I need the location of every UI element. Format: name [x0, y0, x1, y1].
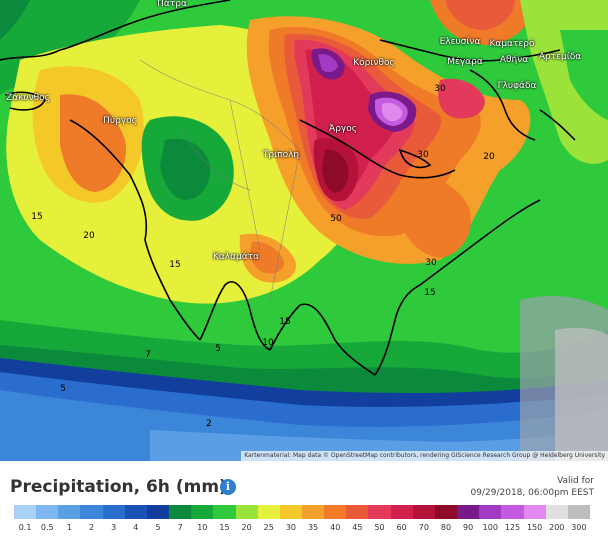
place-label[interactable]: Πύργος — [103, 116, 137, 126]
scale-swatch — [434, 505, 458, 519]
scale-label: 1 — [66, 523, 72, 532]
legend-panel: Precipitation, 6h (mm) i Valid for 09/29… — [0, 461, 608, 541]
scale-swatch — [302, 505, 325, 519]
scale-swatch — [479, 505, 502, 519]
scale-label: 90 — [463, 523, 474, 532]
scale-swatch — [36, 505, 59, 519]
place-label[interactable]: Τρίπολη — [262, 150, 300, 160]
scale-label: 3 — [111, 523, 117, 532]
scale-swatch — [501, 505, 525, 519]
scale-label: 0.5 — [40, 523, 54, 532]
scale-label: 2 — [88, 523, 95, 532]
place-label[interactable]: Αθήνα — [499, 55, 529, 65]
scale-swatch — [102, 505, 126, 519]
contour-label: 30 — [434, 84, 446, 94]
place-label[interactable]: Κόρινθος — [353, 58, 395, 68]
scale-swatch — [80, 505, 104, 519]
place-label[interactable]: Πάτρα — [157, 0, 187, 9]
scale-label: 5 — [155, 523, 161, 532]
scale-swatch — [169, 505, 192, 519]
scale-label: 15 — [219, 523, 230, 532]
scale-swatch — [412, 505, 436, 519]
place-label[interactable]: Καλαμάτα — [212, 252, 260, 262]
scale-label: 80 — [440, 523, 452, 532]
contour-label: 5 — [215, 344, 221, 354]
scale-swatch — [567, 505, 591, 519]
scale-swatch — [457, 505, 480, 519]
contour-label: 15 — [31, 212, 43, 222]
scale-label: 150 — [526, 523, 543, 532]
scale-swatch — [146, 505, 170, 519]
contour-label: 20 — [83, 231, 95, 241]
scale-swatch — [124, 505, 148, 519]
scale-label: 100 — [482, 523, 498, 532]
contour-label: 30 — [425, 258, 437, 268]
scale-label: 200 — [549, 523, 565, 532]
scale-label: 4 — [133, 523, 139, 532]
scale-label: 45 — [352, 523, 363, 532]
contour-label: 50 — [330, 214, 342, 224]
precipitation-map[interactable]: Πάτρα Ελευσίνα Καματερό Κόρινθος Μέγαρα … — [0, 0, 608, 461]
scale-swatch — [58, 505, 81, 519]
scale-swatch — [213, 505, 237, 519]
place-label[interactable]: Άργος — [328, 124, 358, 134]
scale-label: 10 — [197, 523, 208, 532]
place-label[interactable]: Ελευσίνα — [439, 37, 481, 47]
scale-label: 300 — [571, 523, 587, 532]
scale-swatch — [523, 505, 547, 519]
contour-label: 20 — [483, 152, 495, 162]
color-scale-labels: 0.1 0.5 1 2 3 4 5 7 10 15 20 25 30 35 40 45 50 60 70 80 90 10… — [14, 523, 602, 535]
valid-label: Valid for — [557, 476, 594, 486]
scale-swatch — [346, 505, 369, 519]
scale-swatch — [390, 505, 414, 519]
place-label[interactable]: Γλυφάδα — [497, 81, 537, 91]
legend-title: Precipitation, 6h (mm) — [10, 477, 227, 497]
scale-label: 35 — [307, 523, 319, 532]
contour-label: 15 — [424, 288, 436, 298]
contour-label: 7 — [145, 350, 151, 360]
place-label[interactable]: Μέγαρα — [447, 57, 483, 67]
contour-label: 30 — [417, 150, 429, 160]
scale-swatch — [257, 505, 281, 519]
scale-label: 125 — [504, 523, 521, 532]
scale-label: 70 — [418, 523, 429, 532]
scale-label: 50 — [374, 523, 385, 532]
scale-label: 7 — [177, 523, 183, 532]
scale-label: 40 — [330, 523, 341, 532]
scale-swatch — [191, 505, 214, 519]
map-attribution: Kartenmaterial: Map data © OpenStreetMap… — [241, 451, 608, 461]
scale-label: 60 — [396, 523, 407, 532]
scale-swatch — [14, 505, 37, 519]
contour-label: 5 — [60, 384, 66, 394]
place-label[interactable]: Καματερό — [489, 39, 535, 49]
contour-label: 15 — [279, 317, 291, 327]
contour-label: 10 — [262, 338, 274, 348]
scale-swatch — [368, 505, 392, 519]
contour-label: 2 — [206, 419, 212, 429]
color-scale — [14, 505, 602, 519]
place-label[interactable]: Ζάκυνθος — [6, 93, 50, 103]
place-label[interactable]: Αρτεμίδα — [538, 52, 582, 62]
scale-label: 20 — [241, 523, 252, 532]
scale-swatch — [279, 505, 303, 519]
scale-swatch — [235, 505, 259, 519]
scale-label: 30 — [285, 523, 297, 532]
scale-label: 25 — [263, 523, 274, 532]
valid-datetime: 09/29/2018, 06:00pm EEST — [470, 488, 594, 498]
scale-swatch — [324, 505, 347, 519]
scale-label: 0.1 — [18, 523, 32, 532]
info-icon[interactable]: i — [220, 479, 236, 495]
scale-swatch — [545, 505, 569, 519]
valid-time: Valid for 09/29/2018, 06:00pm EEST — [471, 475, 594, 499]
contour-label: 15 — [169, 260, 181, 270]
